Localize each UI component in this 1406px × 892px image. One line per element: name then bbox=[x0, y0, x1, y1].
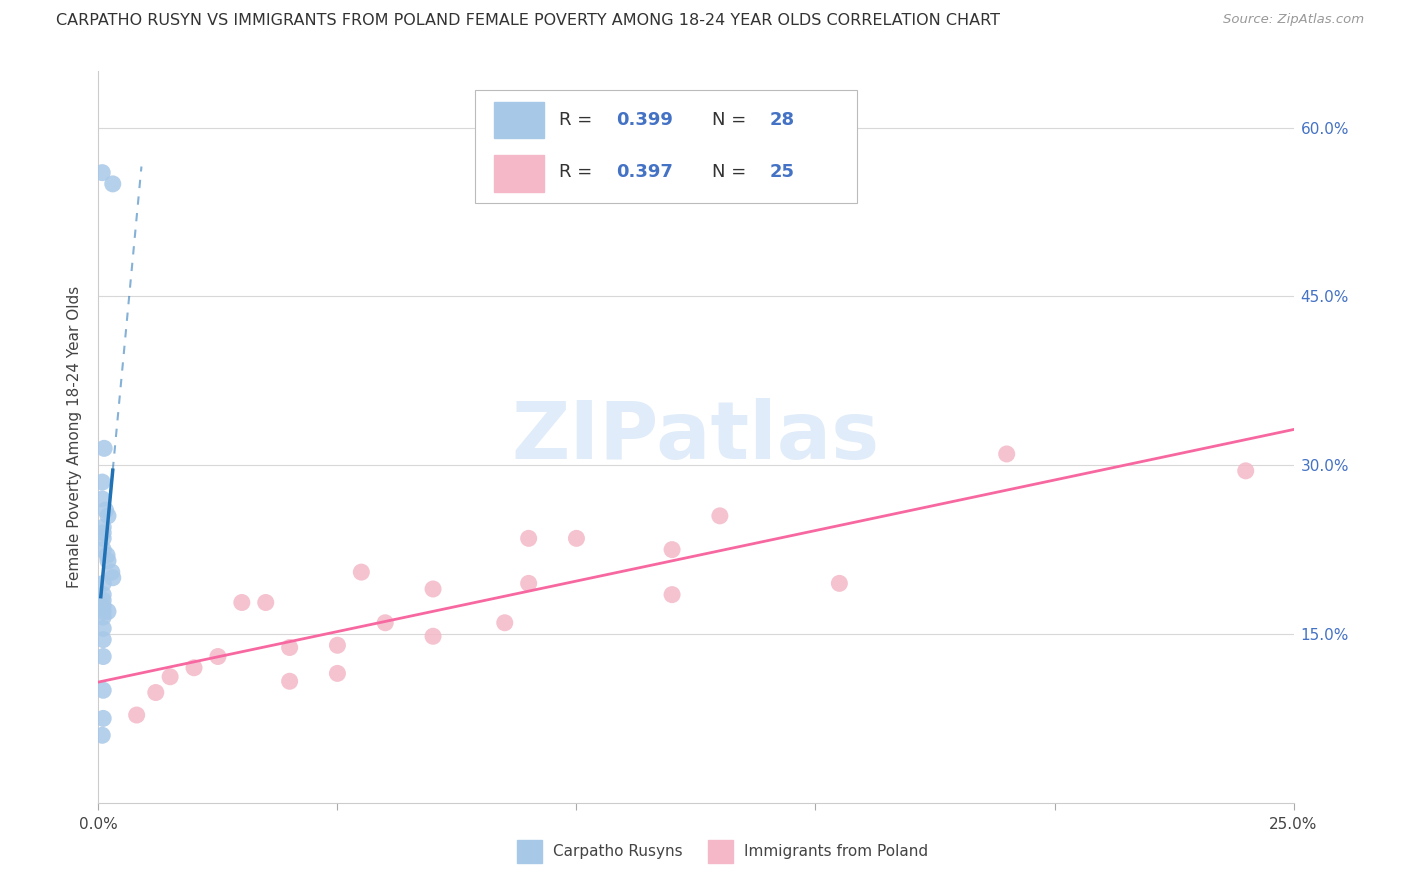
Point bbox=[91, 683, 114, 698]
Point bbox=[96, 548, 118, 562]
Point bbox=[97, 554, 120, 568]
Point bbox=[91, 520, 114, 534]
Point bbox=[91, 728, 114, 742]
Point bbox=[101, 565, 124, 579]
Point bbox=[91, 599, 114, 613]
Point bbox=[91, 632, 114, 647]
Point bbox=[326, 666, 349, 681]
Point bbox=[995, 447, 1018, 461]
Point bbox=[91, 605, 114, 619]
Point bbox=[565, 532, 588, 546]
Point bbox=[374, 615, 396, 630]
Point bbox=[661, 588, 683, 602]
Point bbox=[97, 605, 120, 619]
Point bbox=[207, 649, 229, 664]
Text: Immigrants from Poland: Immigrants from Poland bbox=[745, 844, 928, 859]
Point bbox=[91, 593, 114, 607]
Point bbox=[94, 503, 117, 517]
Point bbox=[278, 674, 301, 689]
Point bbox=[91, 588, 114, 602]
Point bbox=[183, 661, 205, 675]
Point bbox=[350, 565, 373, 579]
Point bbox=[91, 166, 114, 180]
Point bbox=[709, 508, 731, 523]
Point bbox=[231, 595, 253, 609]
Point bbox=[326, 638, 349, 652]
Point bbox=[422, 582, 444, 596]
Text: CARPATHO RUSYN VS IMMIGRANTS FROM POLAND FEMALE POVERTY AMONG 18-24 YEAR OLDS CO: CARPATHO RUSYN VS IMMIGRANTS FROM POLAND… bbox=[56, 13, 1000, 29]
Point bbox=[97, 508, 120, 523]
Point bbox=[125, 708, 148, 723]
Point bbox=[101, 571, 124, 585]
Point bbox=[91, 475, 114, 489]
Point bbox=[278, 640, 301, 655]
Point bbox=[91, 576, 114, 591]
Y-axis label: Female Poverty Among 18-24 Year Olds: Female Poverty Among 18-24 Year Olds bbox=[67, 286, 83, 588]
Point bbox=[159, 670, 181, 684]
Text: Carpatho Rusyns: Carpatho Rusyns bbox=[554, 844, 683, 859]
Point bbox=[145, 685, 167, 699]
Point bbox=[91, 711, 114, 725]
Point bbox=[91, 491, 114, 506]
Point bbox=[93, 442, 115, 456]
Point bbox=[91, 621, 114, 635]
Text: Source: ZipAtlas.com: Source: ZipAtlas.com bbox=[1223, 13, 1364, 27]
Point bbox=[91, 532, 114, 546]
Point bbox=[828, 576, 851, 591]
Point bbox=[494, 615, 516, 630]
Point bbox=[91, 649, 114, 664]
Point bbox=[91, 610, 114, 624]
Point bbox=[517, 532, 540, 546]
Point bbox=[91, 525, 114, 540]
Point bbox=[517, 576, 540, 591]
Point bbox=[101, 177, 124, 191]
Point bbox=[254, 595, 277, 609]
Point bbox=[661, 542, 683, 557]
Point bbox=[1234, 464, 1257, 478]
Text: ZIPatlas: ZIPatlas bbox=[512, 398, 880, 476]
Point bbox=[91, 542, 114, 557]
Point bbox=[422, 629, 444, 643]
